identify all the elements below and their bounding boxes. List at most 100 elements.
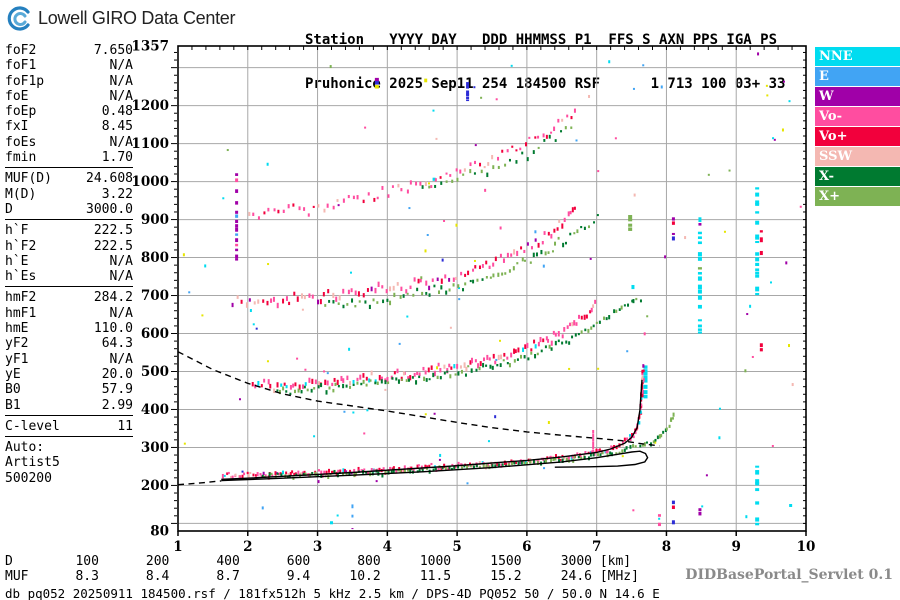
autoscaling-line: Artist5 — [5, 455, 60, 471]
autoscaling-line: 500200 — [5, 470, 52, 486]
legend-item-Vo: Vo+ — [815, 127, 900, 146]
param-value: 1.70 — [101, 150, 133, 166]
x-tick-label: 2 — [243, 539, 252, 555]
param-value: 222.5 — [93, 238, 133, 254]
param-value: 0.48 — [101, 104, 133, 120]
legend-item-W: W — [815, 87, 900, 106]
param-row-D: D 3000.0 — [5, 202, 133, 217]
param-value: N/A — [109, 134, 133, 150]
legend-item-X: X+ — [815, 187, 900, 206]
param-label: foF1p — [5, 73, 45, 89]
param-label: B0 — [5, 382, 21, 398]
y-tick-label: 700 — [141, 288, 169, 304]
legend-item-SSW: SSW — [815, 147, 900, 166]
param-value: N/A — [109, 253, 133, 269]
y-tick-label: 400 — [141, 402, 169, 418]
plot-ticks — [171, 46, 807, 536]
param-value: 7.650 — [93, 43, 133, 58]
y-tick-label: 800 — [141, 250, 169, 266]
y-tick-label: 1200 — [131, 98, 169, 114]
param-value: 222.5 — [93, 223, 133, 239]
lowell-giro-logo: Lowell GIRO Data Center — [6, 4, 235, 32]
param-row-foF1: foF1 N/A — [5, 58, 133, 73]
giro-wave-icon — [7, 6, 30, 31]
record-status-line: db pq052 20250911 184500.rsf / 181fx512h… — [5, 586, 660, 600]
param-label: D — [5, 201, 13, 217]
overlay-model-o-trace — [221, 379, 643, 480]
param-row-foE: foE N/A — [5, 89, 133, 104]
y-tick-label: 80 — [150, 524, 169, 540]
x-tick-label: 5 — [452, 539, 461, 555]
param-row-hF: h`F 222.5 — [5, 223, 133, 238]
param-value: 64.3 — [101, 336, 133, 352]
param-value: 110.0 — [93, 321, 133, 337]
param-row-fxI: fxI 8.45 — [5, 119, 133, 134]
overlay-profile-hairpin — [221, 450, 649, 482]
param-value: 20.0 — [101, 366, 133, 382]
param-label: hmF1 — [5, 305, 37, 321]
param-value: 8.45 — [101, 119, 133, 135]
param-row-hEs: h`Es N/A — [5, 269, 133, 284]
parameter-panel: foF2 7.650 foF1 N/A foF1p N/A foE N/A foEp 0.48 fx… — [5, 42, 133, 490]
param-row-B0: B0 57.9 — [5, 382, 133, 397]
param-label: h`F — [5, 223, 29, 239]
x-tick-label: 7 — [592, 539, 601, 555]
param-label: fmin — [5, 150, 37, 166]
param-row-MD: M(D) 3.22 — [5, 187, 133, 202]
param-row-hE: h`E N/A — [5, 254, 133, 269]
param-row-yE: yE 20.0 — [5, 367, 133, 382]
param-label: h`E — [5, 253, 29, 269]
legend-item-NNE: NNE — [815, 47, 900, 66]
param-row-yF1: yF1 N/A — [5, 352, 133, 367]
x-tick-label: 4 — [383, 539, 392, 555]
param-row-fmin: fmin 1.70 — [5, 150, 133, 165]
param-row-hmF2: hmF2 284.2 — [5, 290, 133, 305]
y-tick-label: 200 — [141, 478, 169, 494]
param-label: h`F2 — [5, 238, 37, 254]
param-value: N/A — [109, 88, 133, 104]
x-tick-label: 10 — [797, 539, 816, 555]
param-row-MUFD: MUF(D) 24.608 — [5, 171, 133, 186]
param-row-hmE: hmE 110.0 — [5, 321, 133, 336]
param-label: hmF2 — [5, 290, 37, 306]
param-value: 2.99 — [101, 397, 133, 413]
overlay-transmission-curve — [177, 351, 660, 447]
noise-specks — [182, 52, 802, 520]
param-label: M(D) — [5, 186, 37, 202]
param-group: MUF(D) 24.608 M(D) 3.22 D 3000.0 — [5, 170, 133, 221]
y-tick-label: 1000 — [131, 174, 169, 190]
param-group: foF2 7.650 foF1 N/A foF1p N/A foE N/A foEp 0.48 fx… — [5, 42, 133, 169]
y-tick-label: 900 — [141, 212, 169, 228]
legend-item-Vo: Vo- — [815, 107, 900, 126]
param-label: h`Es — [5, 269, 37, 285]
station-header-line1: Station YYYY DAY DDD HHMMSS P1 FFS S AXN… — [305, 32, 778, 48]
autoscaling-info: Auto: Artist5 500200 — [5, 439, 133, 488]
param-label: foEp — [5, 104, 37, 120]
overlay-low-dashed-segment — [177, 480, 222, 486]
legend-item-E: E — [815, 67, 900, 86]
param-label: MUF(D) — [5, 171, 52, 187]
param-row-Clevel: C-level 11 — [5, 419, 133, 434]
param-label: foE — [5, 88, 29, 104]
param-value: 3000.0 — [86, 201, 133, 217]
echo-traces — [221, 108, 675, 480]
param-label: C-level — [5, 418, 60, 434]
param-value: 11 — [117, 418, 133, 434]
param-value: N/A — [109, 351, 133, 367]
param-value: N/A — [109, 73, 133, 89]
logo-text: Lowell GIRO Data Center — [38, 7, 236, 28]
param-row-yF2: yF2 64.3 — [5, 336, 133, 351]
param-value: 3.22 — [101, 186, 133, 202]
param-label: hmE — [5, 321, 29, 337]
param-group: h`F 222.5 h`F2 222.5 h`E N/A h`Es N/A — [5, 222, 133, 288]
echo-direction-legend: NNE E W Vo- Vo+ SSW X- X+ — [815, 47, 900, 207]
station-header: Station YYYY DAY DDD HHMMSS P1 FFS S AXN… — [305, 4, 785, 120]
y-tick-label: 1100 — [131, 136, 169, 152]
axis-labels: 1357120011001000900800700600500400300200… — [131, 39, 815, 556]
y-tick-label: 300 — [141, 440, 169, 456]
plot-frame — [177, 45, 807, 532]
param-value: 57.9 — [101, 382, 133, 398]
servlet-version-label: DIDBasePortal_Servlet 0.1 — [685, 567, 893, 583]
autoscaling-line: Auto: — [5, 440, 45, 456]
d-muf-table: D 100 200 400 600 800 1000 1500 3000 [km… — [5, 554, 639, 584]
